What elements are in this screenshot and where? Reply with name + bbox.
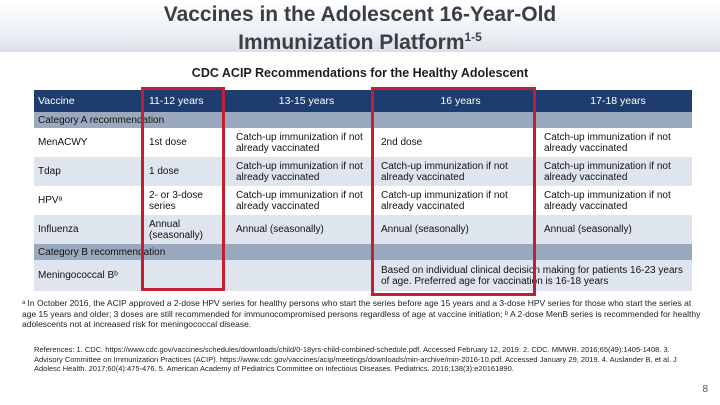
page-number: 8 xyxy=(702,384,708,395)
vaccine-cell: HPVᵃ xyxy=(34,186,145,215)
title-band xyxy=(0,0,720,52)
title-line-2: Immunization Platform1-5 xyxy=(0,26,720,54)
category-a-row: Category A recommendation xyxy=(34,112,692,128)
table-row: MenACWY 1st dose Catch-up immunization i… xyxy=(34,128,692,157)
table-row: HPVᵃ 2- or 3-dose series Catch-up immuni… xyxy=(34,186,692,215)
table-row: Meningococcal Bᵇ Based on individual cli… xyxy=(34,260,692,291)
slide-title: Vaccines in the Adolescent 16-Year-Old I… xyxy=(0,4,720,54)
highlight-box-11-12 xyxy=(141,87,225,291)
header-16: 16 years xyxy=(377,90,540,112)
header-13-15: 13-15 years xyxy=(232,90,377,112)
category-b-label: Category B recommendation xyxy=(34,244,692,260)
vaccine-cell: Influenza xyxy=(34,215,145,244)
age-16-cell: Catch-up immunization if not already vac… xyxy=(377,157,540,186)
vaccine-cell: Tdap xyxy=(34,157,145,186)
highlight-box-16 xyxy=(371,87,536,296)
age-17-18-cell: Catch-up immunization if not already vac… xyxy=(540,128,692,157)
slide-subtitle: CDC ACIP Recommendations for the Healthy… xyxy=(191,66,529,80)
age-13-15-cell: Catch-up immunization if not already vac… xyxy=(232,128,377,157)
age-11-12-cell: 2- or 3-dose series xyxy=(145,186,232,215)
age-11-12-cell xyxy=(145,260,232,291)
age-13-15-cell: Annual (seasonally) xyxy=(232,215,377,244)
title-line-2-text: Immunization Platform xyxy=(238,31,465,54)
age-16-cell: 2nd dose xyxy=(377,128,540,157)
age-13-15-cell: Catch-up immunization if not already vac… xyxy=(232,157,377,186)
age-11-12-cell: Annual (seasonally) xyxy=(145,215,232,244)
age-17-18-cell: Annual (seasonally) xyxy=(540,215,692,244)
age-11-12-cell: 1 dose xyxy=(145,157,232,186)
table-row: Tdap 1 dose Catch-up immunization if not… xyxy=(34,157,692,186)
vaccine-cell: MenACWY xyxy=(34,128,145,157)
age-13-15-cell: Catch-up immunization if not already vac… xyxy=(232,186,377,215)
age-16-cell: Annual (seasonally) xyxy=(377,215,540,244)
header-vaccine: Vaccine xyxy=(34,90,145,112)
category-b-row: Category B recommendation xyxy=(34,244,692,260)
category-a-label: Category A recommendation xyxy=(34,112,692,128)
age-13-15-cell xyxy=(232,260,377,291)
references: References: 1. CDC. https://www.cdc.gov/… xyxy=(34,345,677,373)
age-17-18-cell: Catch-up immunization if not already vac… xyxy=(540,157,692,186)
table-row: Influenza Annual (seasonally) Annual (se… xyxy=(34,215,692,244)
table-footnote: ᵃ In October 2016, the ACIP approved a 2… xyxy=(22,298,701,329)
title-superscript: 1-5 xyxy=(464,30,482,44)
header-11-12: 11-12 years xyxy=(145,90,232,112)
title-line-1: Vaccines in the Adolescent 16-Year-Old xyxy=(163,3,557,26)
age-11-12-cell: 1st dose xyxy=(145,128,232,157)
header-17-18: 17-18 years xyxy=(540,90,692,112)
age-16-cell: Catch-up immunization if not already vac… xyxy=(377,186,540,215)
vaccine-cell: Meningococcal Bᵇ xyxy=(34,260,145,291)
recommendation-table: Vaccine 11-12 years 13-15 years 16 years… xyxy=(34,90,692,291)
age-17-18-cell: Catch-up immunization if not already vac… xyxy=(540,186,692,215)
table-header-row: Vaccine 11-12 years 13-15 years 16 years… xyxy=(34,90,692,112)
